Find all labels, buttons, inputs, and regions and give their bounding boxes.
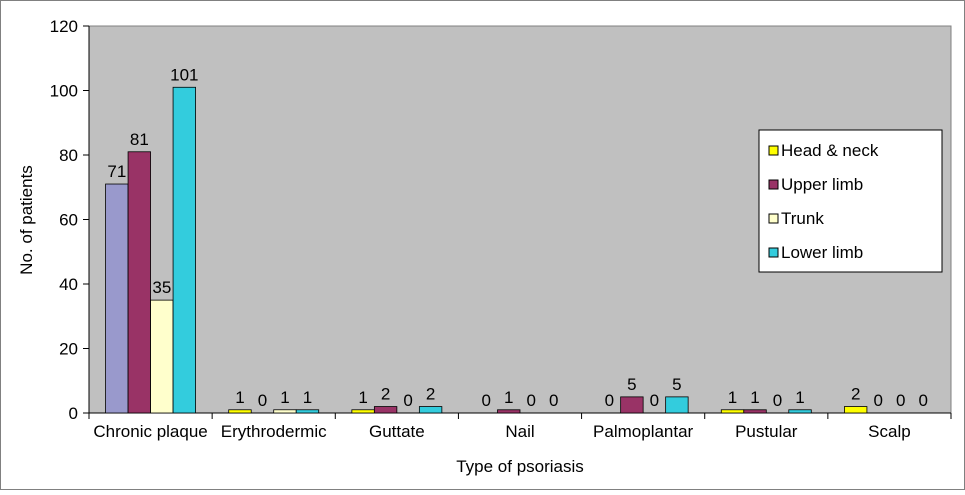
data-label: 0 [527, 391, 536, 410]
y-tick-label: 120 [50, 17, 78, 36]
data-label: 1 [280, 388, 289, 407]
data-label: 0 [605, 391, 614, 410]
data-label: 1 [504, 388, 513, 407]
x-tick-label: Scalp [868, 422, 911, 441]
bar-5-1 [743, 409, 767, 414]
data-label: 1 [303, 388, 312, 407]
data-label: 0 [918, 391, 927, 410]
data-label: 1 [728, 388, 737, 407]
bar-2-3 [418, 406, 443, 414]
x-tick-label: Chronic plaque [93, 422, 207, 441]
data-label: 0 [549, 391, 558, 410]
x-tick-label: Palmoplantar [593, 422, 694, 441]
bar-6-0 [844, 406, 868, 414]
y-tick-label: 40 [59, 275, 78, 294]
legend-label: Upper limb [781, 175, 863, 194]
data-label: 2 [851, 385, 860, 404]
x-tick-label: Guttate [369, 422, 425, 441]
y-tick-label: 20 [59, 340, 78, 359]
data-label: 0 [403, 391, 412, 410]
data-label: 0 [650, 391, 659, 410]
x-tick-label: Pustular [735, 422, 798, 441]
y-tick-label: 0 [69, 404, 78, 423]
data-label: 0 [873, 391, 882, 410]
y-tick-label: 80 [59, 146, 78, 165]
data-label: 35 [152, 278, 171, 297]
bar-2-1 [373, 406, 398, 414]
x-tick-label: Erythrodermic [221, 422, 327, 441]
data-label: 5 [627, 375, 636, 394]
data-label: 1 [235, 388, 244, 407]
legend-label: Lower limb [781, 243, 863, 262]
legend-swatch [768, 213, 779, 224]
legend-label: Head & neck [781, 141, 879, 160]
bar-5-0 [720, 409, 745, 414]
data-label: 5 [672, 375, 681, 394]
bar-3-1 [497, 409, 521, 414]
bar-1-3 [295, 409, 320, 414]
data-label: 1 [795, 388, 804, 407]
y-tick-label: 100 [50, 82, 78, 101]
y-tick-label: 60 [59, 211, 78, 230]
legend: Head & neck Upper limb Trunk Lower limb [758, 129, 943, 273]
data-label: 1 [750, 388, 759, 407]
data-label: 101 [170, 65, 198, 84]
bar-0-1 [127, 151, 151, 414]
data-label: 1 [358, 388, 367, 407]
bar-1-2 [273, 409, 297, 414]
legend-swatch [768, 247, 779, 258]
x-axis-title: Type of psoriasis [456, 457, 584, 476]
data-label: 0 [482, 391, 491, 410]
data-label: 81 [130, 130, 149, 149]
bar-1-0 [228, 409, 252, 414]
data-label: 71 [107, 162, 126, 181]
legend-swatch [768, 179, 779, 190]
x-tick-label: Nail [505, 422, 534, 441]
data-label: 2 [381, 385, 390, 404]
bar-5-3 [788, 409, 812, 414]
legend-swatch [768, 145, 779, 156]
bar-2-0 [351, 409, 375, 414]
bar-0-0 [105, 183, 129, 414]
data-label: 0 [258, 391, 267, 410]
y-axis-title: No. of patients [17, 165, 36, 275]
bar-4-1 [620, 396, 644, 414]
data-label: 0 [896, 391, 905, 410]
bar-4-3 [665, 396, 689, 414]
bar-0-2 [150, 299, 174, 414]
data-label: 2 [426, 385, 435, 404]
bar-0-3 [172, 86, 196, 414]
legend-label: Trunk [781, 209, 824, 228]
data-label: 0 [773, 391, 782, 410]
legend-box [758, 129, 943, 273]
